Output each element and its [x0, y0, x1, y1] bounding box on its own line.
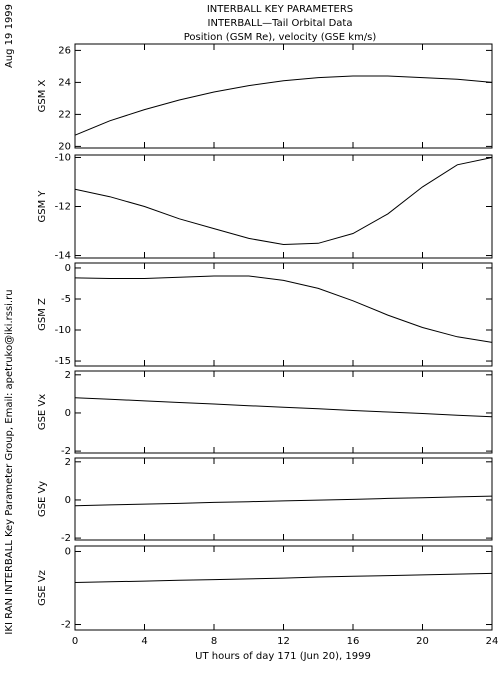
data-line — [74, 275, 493, 343]
panel-frame — [74, 43, 493, 149]
y-axis-label: GSM Y — [37, 190, 48, 223]
y-tick-label: 0 — [65, 408, 71, 419]
data-line — [74, 397, 493, 418]
title-line: Position (GSM Re), velocity (GSE km/s) — [184, 32, 377, 43]
y-tick-label: -2 — [61, 533, 71, 544]
x-tick-label: 8 — [211, 636, 217, 647]
credit: IKI RAN INTERBALL Key Parameter Group, E… — [4, 289, 15, 634]
panel-frame — [74, 154, 493, 259]
data-line — [74, 75, 493, 136]
y-tick-label: 26 — [58, 45, 71, 56]
panel-frame — [74, 370, 493, 454]
x-tick-label: 16 — [347, 636, 360, 647]
data-line — [74, 495, 493, 507]
y-tick-label: 0 — [65, 546, 71, 557]
x-tick-label: 20 — [416, 636, 429, 647]
y-tick-label: 20 — [58, 141, 71, 152]
y-tick-label: -10 — [55, 325, 71, 336]
x-tick-label: 4 — [141, 636, 147, 647]
y-tick-label: 2 — [65, 370, 71, 381]
title-line: INTERBALL KEY PARAMETERS — [207, 4, 353, 15]
x-tick-label: 12 — [277, 636, 290, 647]
y-tick-label: 24 — [58, 77, 71, 88]
panel-frame — [74, 457, 493, 541]
title-line: INTERBALL—Tail Orbital Data — [208, 18, 353, 29]
x-tick-label: 24 — [486, 636, 499, 647]
y-tick-label: 0 — [65, 495, 71, 506]
y-axis-label: GSE Vz — [37, 570, 48, 606]
y-tick-label: -15 — [55, 356, 71, 367]
y-tick-label: -2 — [61, 446, 71, 457]
y-tick-label: -2 — [61, 620, 71, 631]
y-axis-label: GSM X — [37, 79, 48, 112]
data-line — [74, 572, 493, 583]
y-tick-label: 0 — [65, 263, 71, 274]
y-tick-label: 22 — [58, 109, 71, 120]
y-axis-label: GSM Z — [37, 298, 48, 331]
side-date: Aug 19 1999 — [4, 4, 15, 68]
panel-frame — [74, 545, 493, 631]
y-tick-label: -5 — [61, 294, 71, 305]
y-tick-label: -14 — [55, 251, 71, 262]
y-tick-label: -12 — [55, 202, 71, 213]
data-line — [74, 157, 493, 246]
y-tick-label: -10 — [55, 152, 71, 163]
y-axis-label: GSE Vy — [37, 481, 48, 517]
x-axis-label: UT hours of day 171 (Jun 20), 1999 — [195, 651, 371, 662]
x-tick-label: 0 — [72, 636, 78, 647]
y-tick-label: 2 — [65, 457, 71, 468]
y-axis-label: GSE Vx — [37, 394, 48, 430]
